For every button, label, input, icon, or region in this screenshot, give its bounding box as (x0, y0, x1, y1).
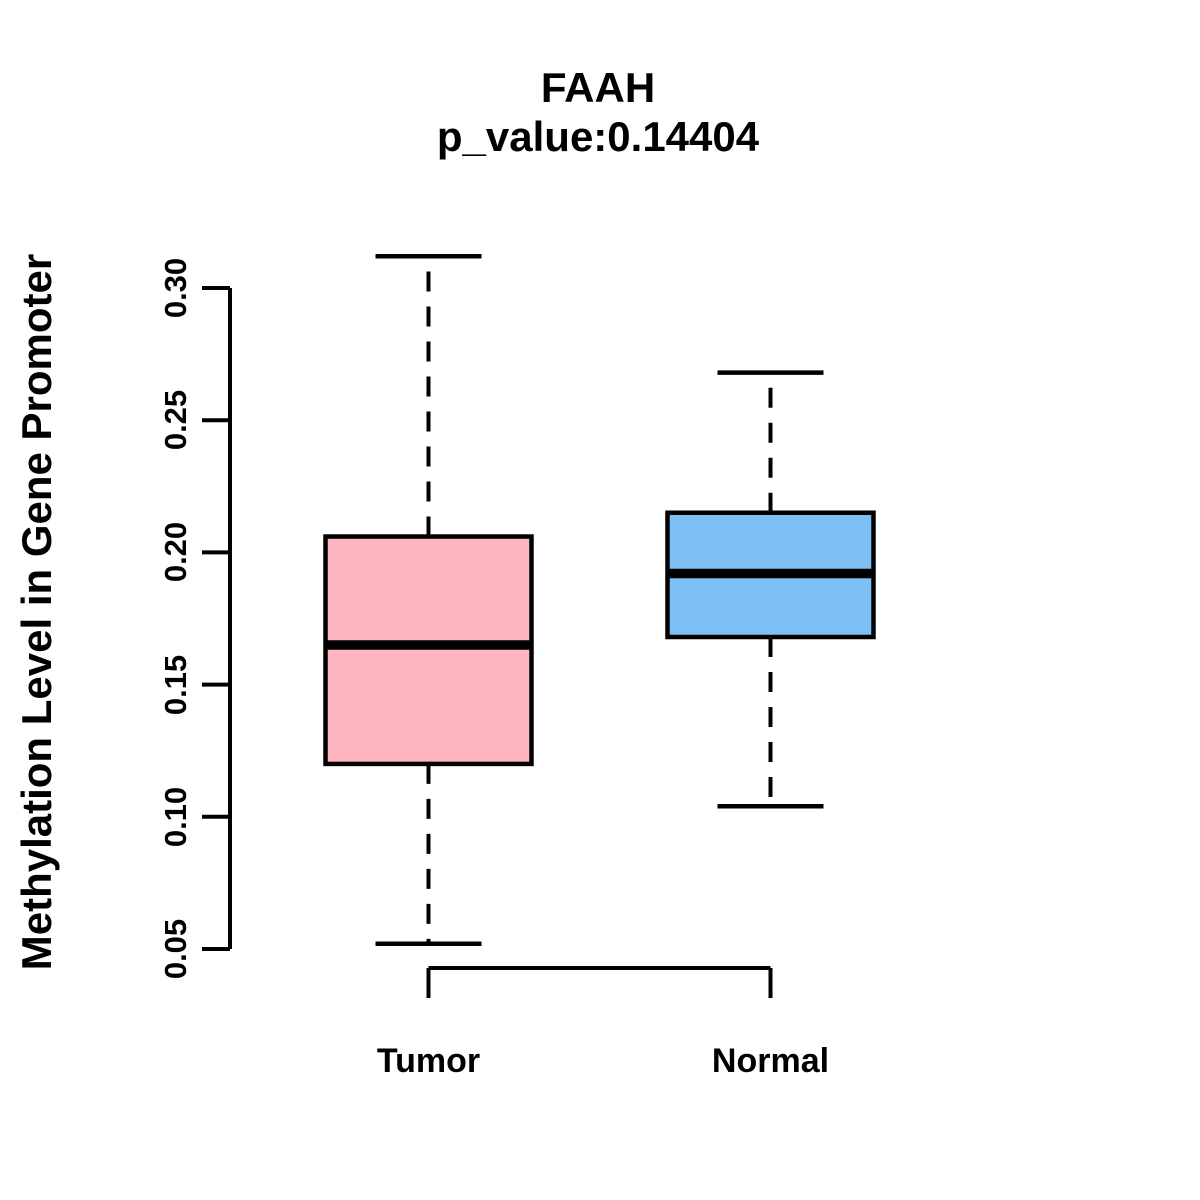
y-axis-tick-label: 0.15 (158, 654, 193, 715)
y-axis-tick-label: 0.25 (158, 390, 193, 451)
chart-subtitle: p_value:0.14404 (436, 113, 760, 160)
category-label-tumor: Tumor (376, 1042, 481, 1080)
y-axis-tick-label: 0.05 (158, 918, 193, 980)
y-axis-tick-label: 0.10 (158, 786, 193, 847)
y-axis-tick-label: 0.20 (158, 522, 193, 583)
chart-title: FAAH (540, 64, 656, 111)
y-axis-tick-label: 0.30 (158, 257, 193, 319)
tumor-box (323, 534, 534, 767)
category-label-normal: Normal (711, 1042, 830, 1080)
